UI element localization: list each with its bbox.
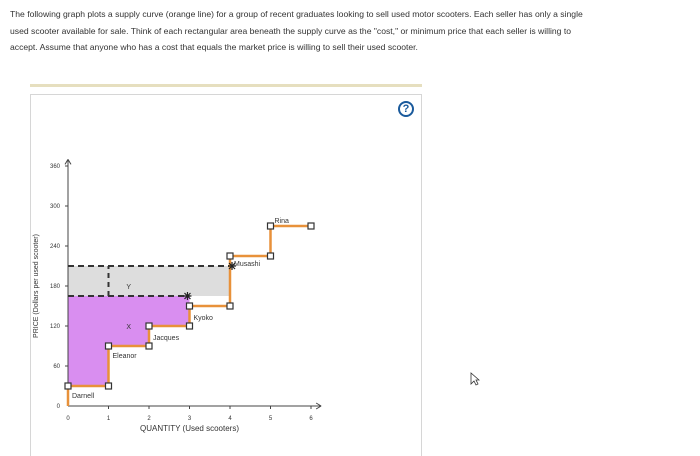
seller-label: Darnell [72, 393, 95, 400]
supply-point [266, 252, 275, 260]
supply-point [266, 222, 275, 230]
purple-region [68, 296, 190, 386]
x-tick-label: 1 [107, 416, 111, 422]
instruction-line-3: accept. Assume that anyone who has a cos… [10, 42, 418, 52]
question-circle-icon[interactable]: ? [398, 101, 414, 117]
x-axis-arrow [315, 402, 322, 410]
y-axis-arrow [64, 159, 72, 165]
supply-point [145, 322, 153, 330]
x-tick-label: 2 [147, 416, 151, 422]
seller-label: Jacques [153, 335, 180, 342]
x-tick-label: 4 [228, 416, 232, 422]
gray-region [68, 266, 230, 296]
x-tick-label: 6 [309, 416, 313, 422]
instructions: The following graph plots a supply curve… [10, 6, 694, 56]
label-x: X [126, 324, 131, 331]
label-y: Y [126, 284, 131, 291]
x-tick-label: 0 [66, 416, 70, 422]
y-tick-label: 0 [57, 404, 61, 410]
x-tick-label: 5 [269, 416, 273, 422]
supply-point [185, 302, 194, 310]
seller-label: Musashi [234, 261, 261, 268]
mouse-pointer-icon [470, 372, 480, 386]
y-tick-label: 120 [50, 324, 61, 330]
supply-point [226, 252, 234, 260]
seller-label: Kyoko [194, 315, 214, 322]
y-axis-title: PRICE (Dollars per used scooter) [33, 234, 40, 338]
y-tick-label: 360 [50, 164, 61, 170]
seller-label: Rina [275, 218, 290, 225]
seller-label: Eleanor [113, 353, 138, 360]
supply-point [226, 302, 234, 310]
supply-point [145, 342, 153, 350]
y-tick-label: 60 [53, 364, 60, 370]
x-axis-title: QUANTITY (Used scooters) [140, 424, 239, 433]
plus-cross-icon [183, 292, 192, 300]
instruction-line-2: used scooter available for sale. Think o… [10, 25, 572, 36]
supply-point [185, 322, 194, 330]
supply-point [307, 222, 315, 230]
y-tick-label: 180 [50, 284, 61, 290]
x-tick-label: 3 [188, 416, 192, 422]
divider [30, 84, 422, 87]
supply-point [104, 382, 113, 390]
supply-point [104, 342, 113, 350]
supply-point [64, 382, 72, 390]
y-tick-label: 240 [50, 244, 61, 250]
instruction-line-1: The following graph plots a supply curve… [10, 9, 583, 19]
y-tick-label: 300 [50, 204, 61, 210]
plus-cross-icon [228, 262, 237, 270]
